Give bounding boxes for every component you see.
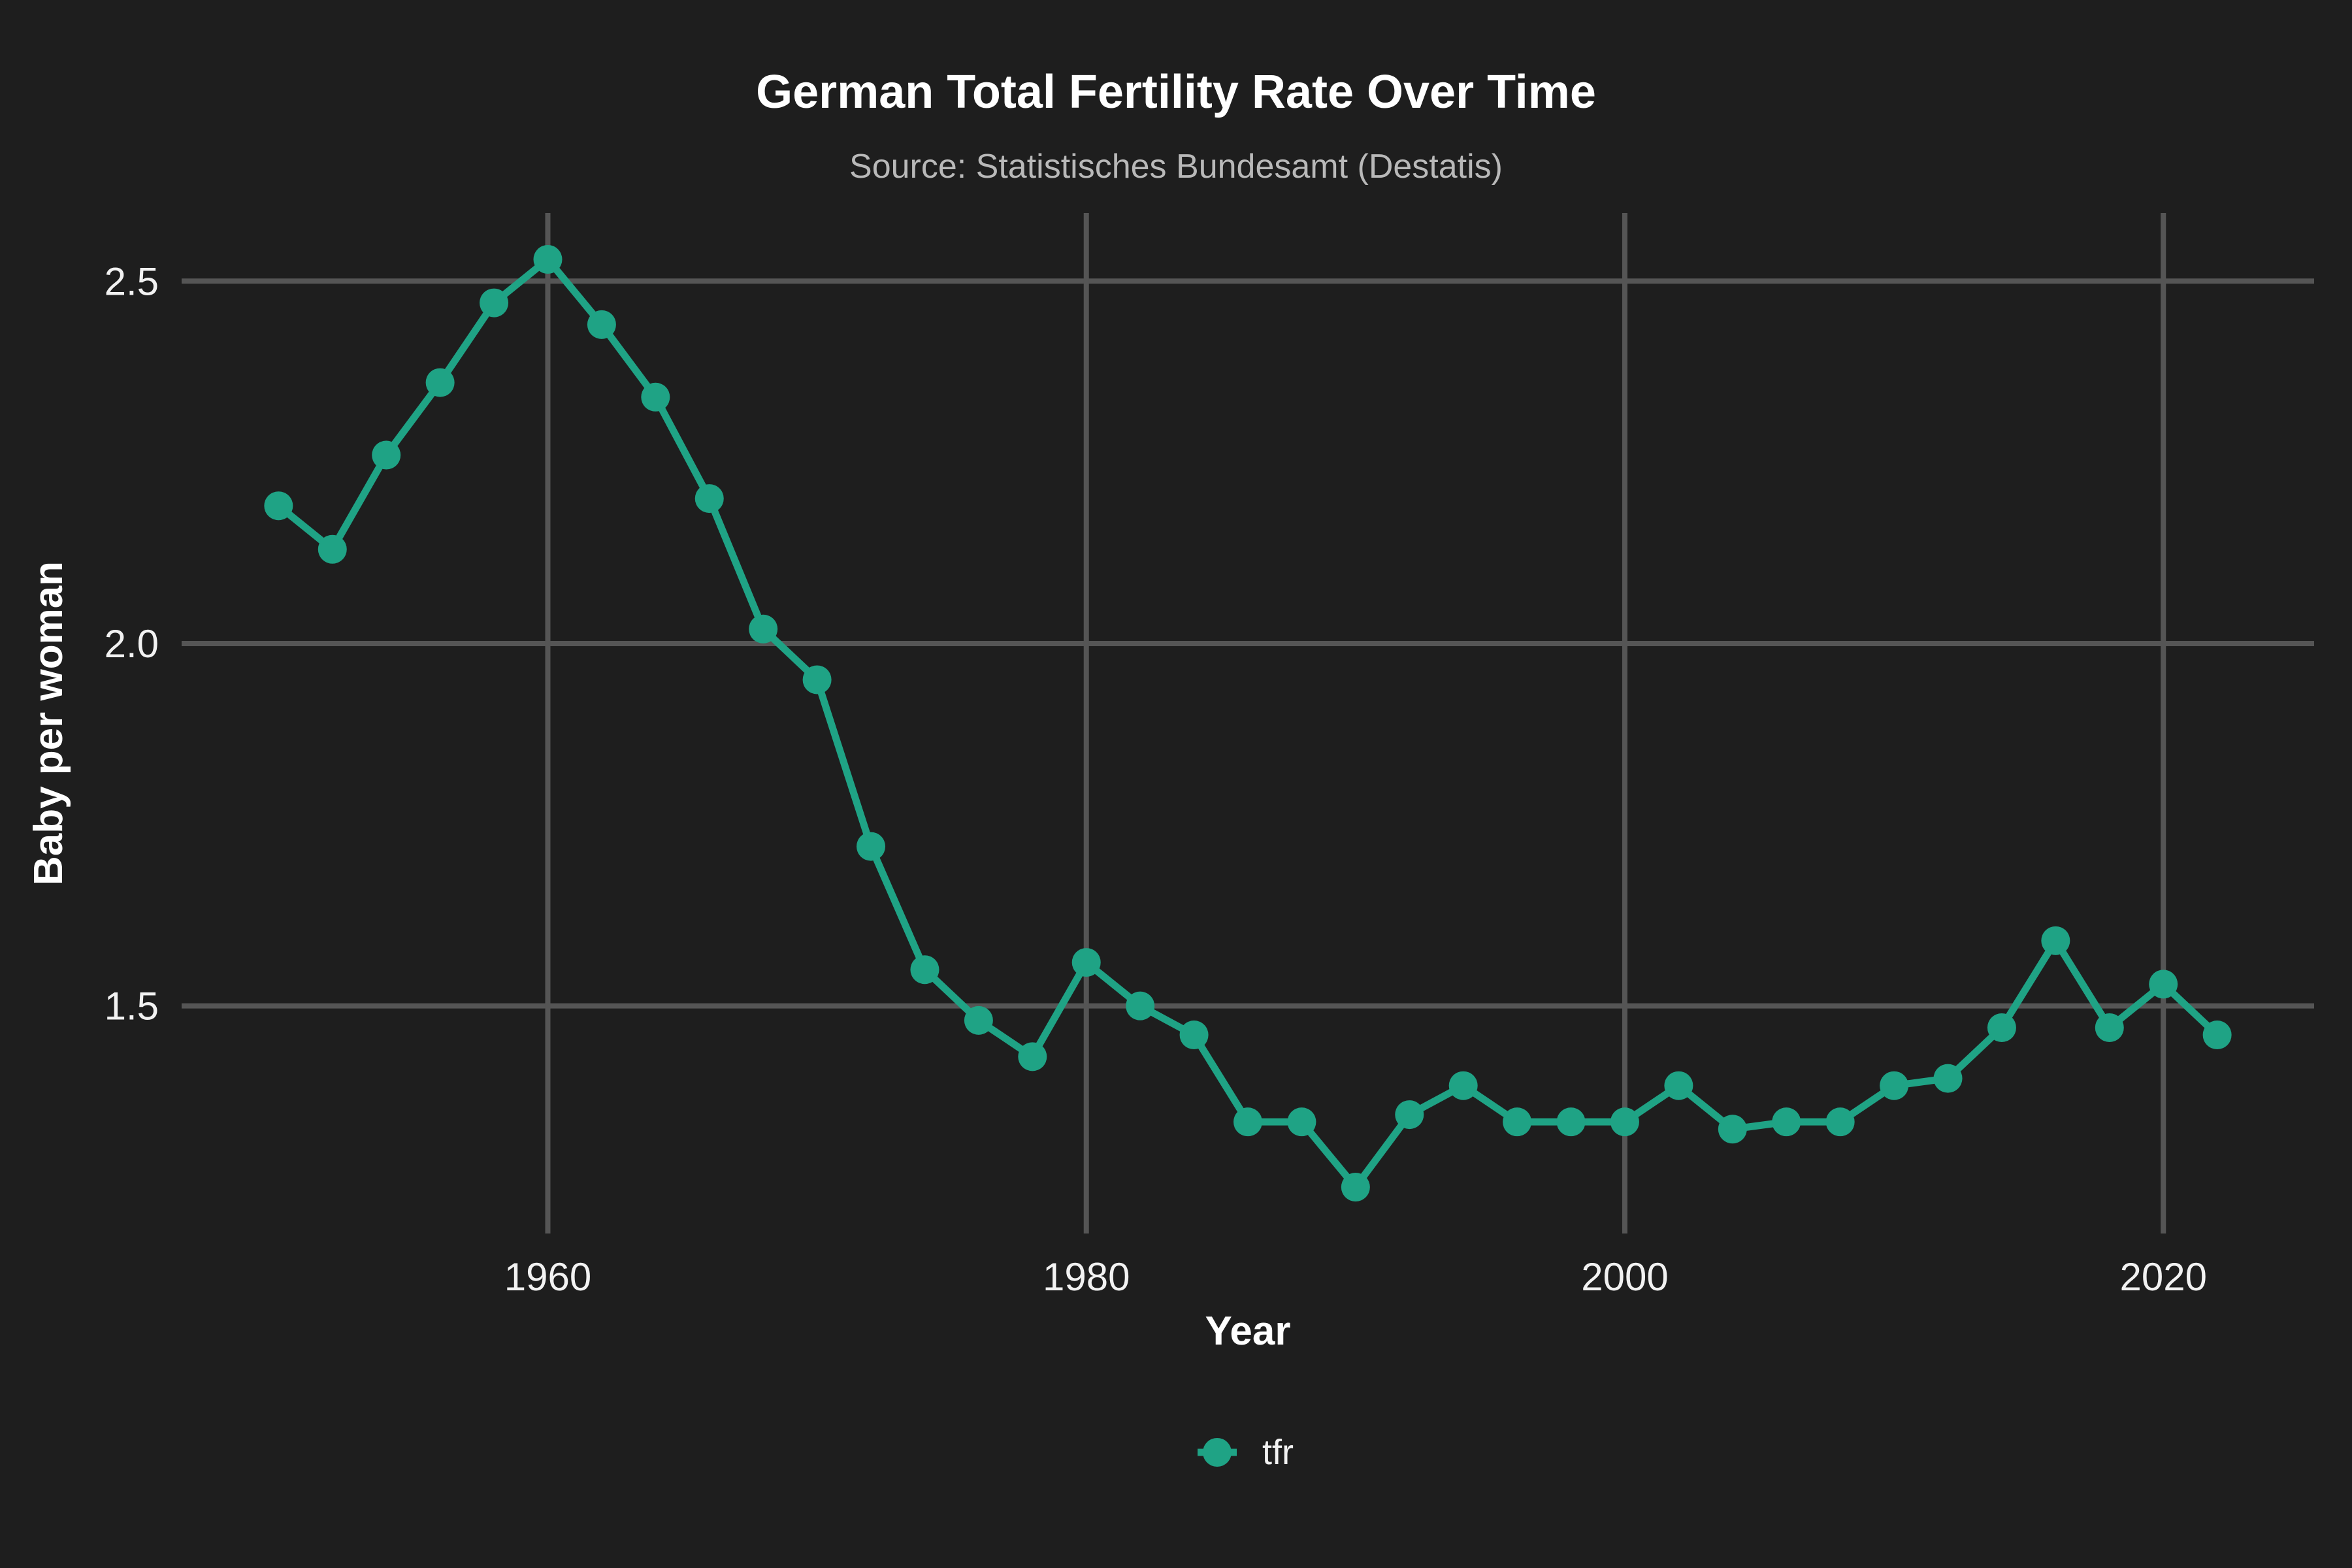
data-point <box>264 491 293 521</box>
legend: tfr <box>1198 1433 1294 1472</box>
data-point <box>533 245 563 274</box>
x-axis-title: Year <box>1205 1309 1290 1354</box>
x-tick-label: 1960 <box>504 1255 591 1299</box>
data-point <box>694 484 724 514</box>
data-point <box>1233 1107 1262 1137</box>
data-point <box>1126 991 1155 1021</box>
chart-subtitle: Source: Statistisches Bundesamt (Destati… <box>849 148 1503 186</box>
data-point <box>318 534 347 564</box>
data-point <box>641 382 670 412</box>
y-tick-labels: 1.5 2.0 2.5 <box>105 259 159 1028</box>
data-point <box>1071 948 1101 977</box>
data-point <box>749 614 778 644</box>
data-point <box>1179 1021 1209 1050</box>
data-point <box>1395 1100 1424 1130</box>
series-layer <box>264 245 2232 1201</box>
data-point <box>480 288 509 318</box>
y-axis-title: Baby per woman <box>26 561 71 885</box>
y-tick-label: 2.5 <box>105 259 159 303</box>
data-point <box>1341 1173 1370 1201</box>
x-tick-label: 2020 <box>2119 1255 2206 1299</box>
y-tick-label: 2.0 <box>105 622 159 666</box>
data-point <box>1287 1107 1316 1137</box>
series-line-tfr <box>274 255 2221 1191</box>
data-point <box>372 440 401 470</box>
legend-key-dot-icon <box>1203 1438 1232 1467</box>
data-point <box>1987 1013 2016 1042</box>
x-tick-label: 1980 <box>1043 1255 1130 1299</box>
data-point <box>1772 1107 1801 1137</box>
data-point <box>425 368 455 397</box>
data-point <box>964 1005 993 1035</box>
gridlines <box>182 213 2314 1233</box>
data-point <box>1018 1042 1047 1071</box>
chart-title: German Total Fertility Rate Over Time <box>756 66 1596 118</box>
x-tick-label: 2000 <box>1581 1255 1668 1299</box>
data-point <box>1503 1107 1532 1137</box>
data-point <box>1448 1071 1478 1100</box>
data-point <box>1718 1115 1747 1144</box>
data-point <box>1610 1107 1639 1137</box>
data-point <box>1880 1071 1909 1100</box>
data-point <box>2095 1013 2124 1042</box>
data-point <box>1556 1107 1586 1137</box>
data-point <box>2202 1021 2232 1050</box>
data-point <box>802 665 832 694</box>
data-point <box>1664 1071 1693 1100</box>
data-point <box>1825 1107 1855 1137</box>
legend-label: tfr <box>1262 1433 1294 1472</box>
data-point <box>910 955 939 985</box>
data-point <box>1933 1064 1963 1093</box>
data-point <box>2041 926 2070 955</box>
data-point <box>2149 970 2178 999</box>
x-tick-labels: 1960 1980 2000 2020 <box>504 1255 2207 1299</box>
data-point <box>587 310 616 339</box>
y-tick-label: 1.5 <box>105 985 159 1028</box>
data-point <box>857 832 886 861</box>
